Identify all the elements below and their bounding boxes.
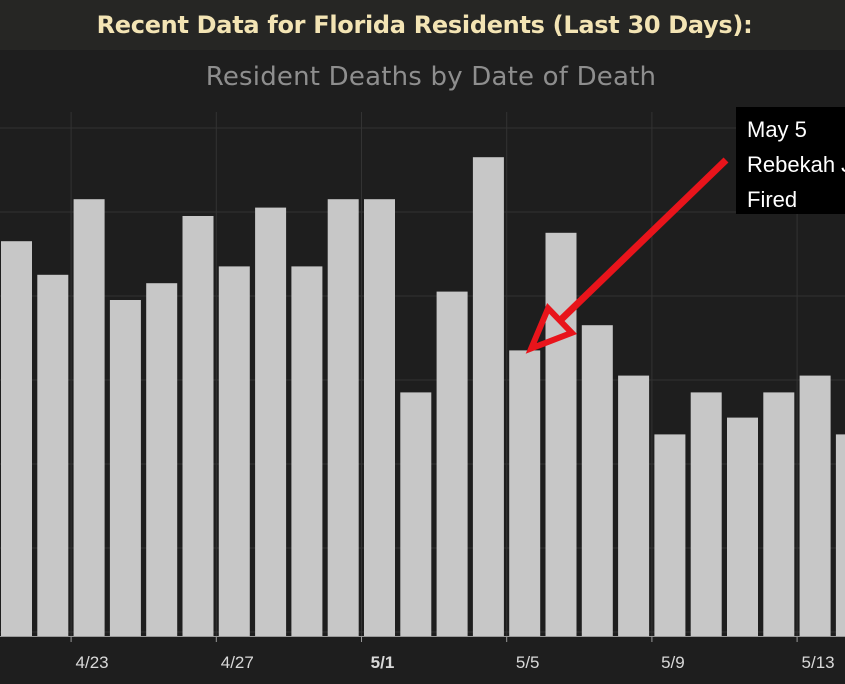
- bar-5/12: [763, 392, 795, 636]
- annotation-line: May 5: [747, 117, 807, 142]
- bar-5/7: [581, 325, 613, 636]
- annotation-arrow-shaft: [557, 157, 729, 324]
- annotation-box: May 5 Rebekah J Fired: [736, 107, 845, 214]
- header-title: Recent Data for Florida Residents (Last …: [96, 11, 753, 39]
- bar-4/28: [255, 207, 287, 636]
- bar-5/14: [835, 434, 845, 636]
- annotation-arrow-head: [525, 303, 578, 354]
- bar-4/23: [73, 199, 105, 636]
- bar-5/5: [509, 350, 541, 636]
- bar-5/10: [690, 392, 722, 636]
- bar-5/2: [400, 392, 432, 636]
- bar-4/24: [109, 300, 141, 636]
- bar-4/26: [182, 216, 214, 636]
- annotation-line: Fired: [747, 187, 798, 212]
- bar-5/1: [364, 199, 395, 636]
- x-tick-label: 5/9: [661, 653, 685, 672]
- bar-4/29: [291, 266, 323, 636]
- x-tick-label: 4/27: [221, 653, 254, 672]
- bar-4/30: [327, 199, 359, 636]
- bar-5/13: [799, 375, 831, 636]
- chart-title: Resident Deaths by Date of Death: [205, 62, 657, 92]
- bar-5/11: [727, 417, 758, 636]
- x-tick-label: 5/1: [371, 653, 395, 672]
- bar-5/9: [654, 434, 686, 636]
- bar-4/22: [37, 274, 69, 636]
- annotation-line: Rebekah J: [747, 152, 845, 177]
- bar-4/27: [218, 266, 250, 636]
- x-tick-label: 5/5: [516, 653, 540, 672]
- x-tick-label: 4/23: [76, 653, 109, 672]
- bar-4/21: [1, 241, 32, 636]
- bar-5/3: [436, 291, 468, 636]
- bar-5/8: [618, 375, 650, 636]
- bar-5/4: [472, 157, 504, 636]
- bar-4/25: [146, 283, 178, 636]
- bar-5/6: [545, 232, 577, 637]
- annotation-text: May 5 Rebekah J Fired: [737, 108, 845, 213]
- header-bar: Recent Data for Florida Residents (Last …: [0, 0, 845, 50]
- x-tick-label: 5/13: [802, 653, 835, 672]
